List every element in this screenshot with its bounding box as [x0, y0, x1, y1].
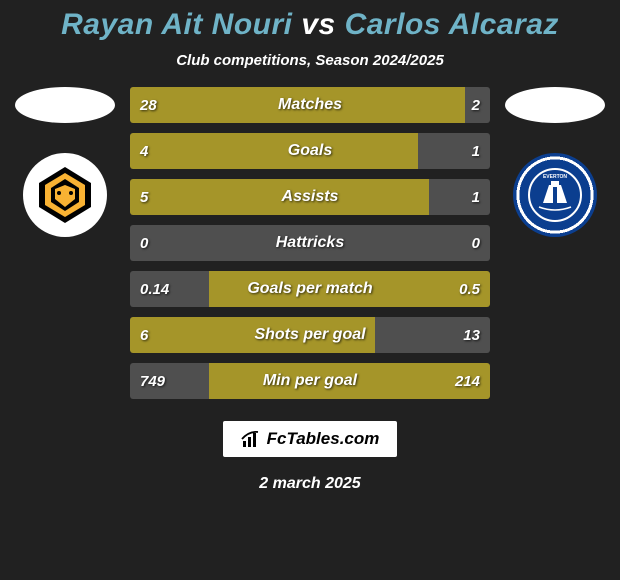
stat-value-left: 0.14 [140, 281, 169, 298]
player1-photo-placeholder [15, 87, 115, 123]
svg-text:EVERTON: EVERTON [543, 174, 567, 180]
player1-name: Rayan Ait Nouri [61, 8, 292, 41]
everton-icon: EVERTON [523, 163, 587, 227]
stat-bars: 282Matches41Goals51Assists00Hattricks0.1… [130, 87, 490, 399]
stat-bar-left: 28 [130, 87, 465, 123]
page-title: Rayan Ait Nouri vs Carlos Alcaraz [61, 8, 559, 42]
stat-bar-right: 2 [465, 87, 490, 123]
stat-row: 613Shots per goal [130, 317, 490, 353]
stat-bar-right: 1 [418, 133, 490, 169]
stat-row: 41Goals [130, 133, 490, 169]
player2-name: Carlos Alcaraz [345, 8, 559, 41]
vs-label: vs [301, 8, 335, 41]
stat-value-left: 749 [140, 373, 165, 390]
stat-row: 0.140.5Goals per match [130, 271, 490, 307]
stat-value-right: 0.5 [459, 281, 480, 298]
stat-bar-right: 214 [209, 363, 490, 399]
stat-bar-right: 13 [375, 317, 490, 353]
stat-bar-right: 0.5 [209, 271, 490, 307]
stat-value-right: 1 [472, 143, 480, 160]
subtitle: Club competitions, Season 2024/2025 [176, 52, 444, 69]
left-side [10, 87, 120, 237]
site-name: FcTables.com [267, 429, 380, 449]
site-logo: FcTables.com [223, 421, 398, 457]
stat-value-right: 0 [472, 235, 480, 252]
stat-value-left: 28 [140, 97, 157, 114]
stat-value-left: 5 [140, 189, 148, 206]
stat-value-left: 6 [140, 327, 148, 344]
stat-value-left: 0 [140, 235, 148, 252]
main-content: 282Matches41Goals51Assists00Hattricks0.1… [0, 87, 620, 399]
stat-value-right: 13 [463, 327, 480, 344]
comparison-infographic: Rayan Ait Nouri vs Carlos Alcaraz Club c… [0, 0, 620, 580]
stat-bar-left: 5 [130, 179, 429, 215]
stat-bar-left: 0 [130, 225, 310, 261]
stat-bar-left: 4 [130, 133, 418, 169]
date-label: 2 march 2025 [259, 475, 360, 493]
wolves-icon [33, 163, 97, 227]
chart-icon [241, 429, 261, 449]
stat-value-left: 4 [140, 143, 148, 160]
stat-row: 749214Min per goal [130, 363, 490, 399]
stat-value-right: 1 [472, 189, 480, 206]
stat-bar-left: 749 [130, 363, 209, 399]
stat-row: 00Hattricks [130, 225, 490, 261]
stat-bar-right: 0 [310, 225, 490, 261]
stat-bar-right: 1 [429, 179, 490, 215]
stat-value-right: 2 [472, 97, 480, 114]
player2-photo-placeholder [505, 87, 605, 123]
club-badge-wolves [23, 153, 107, 237]
stat-bar-left: 0.14 [130, 271, 209, 307]
stat-row: 282Matches [130, 87, 490, 123]
right-side: EVERTON [500, 87, 610, 237]
club-badge-everton: EVERTON [513, 153, 597, 237]
stat-row: 51Assists [130, 179, 490, 215]
stat-value-right: 214 [455, 373, 480, 390]
stat-bar-left: 6 [130, 317, 375, 353]
